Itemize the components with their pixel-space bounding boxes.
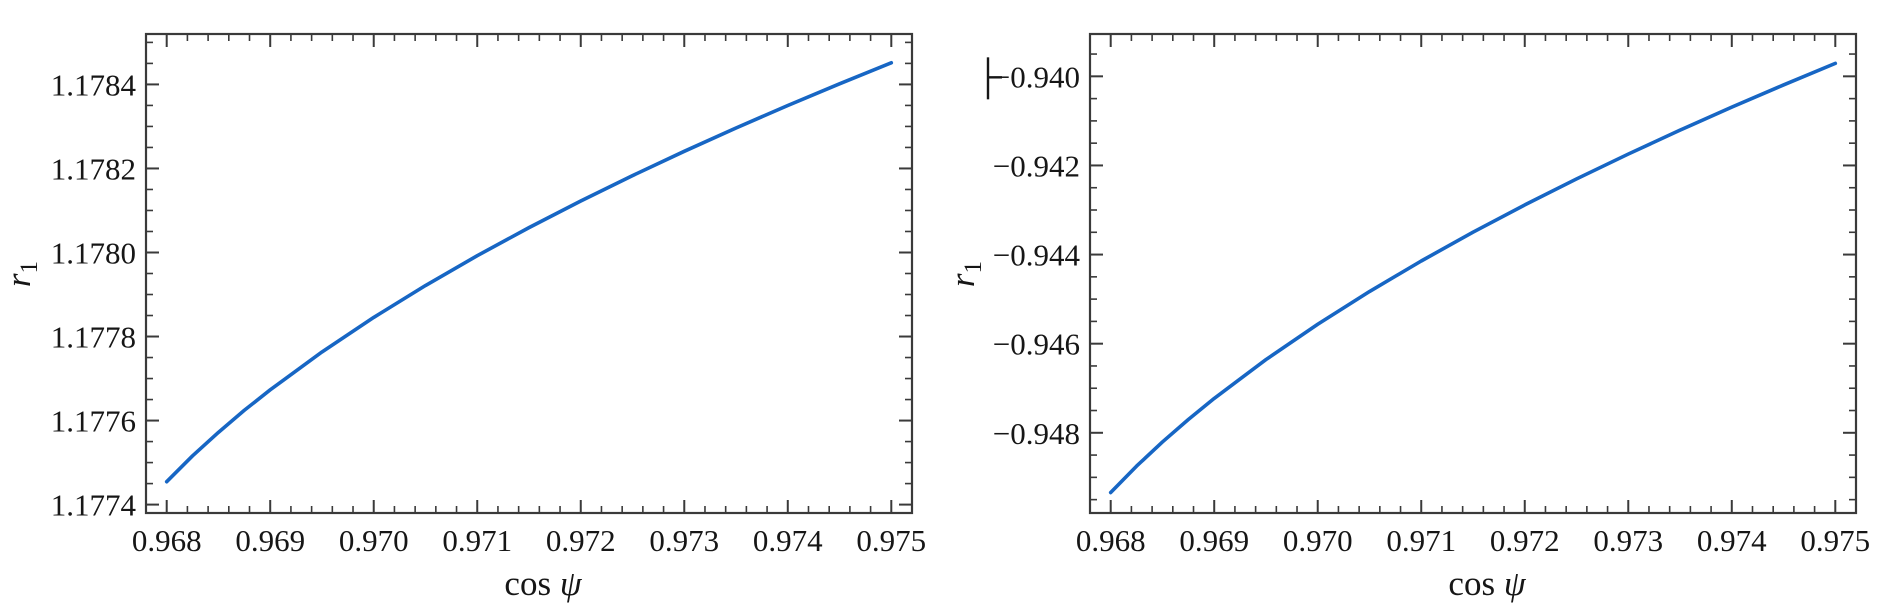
chart-left: 0.968 0.969 0.970 0.971 0.972 0.973 0.974 0.975… [0,32,926,603]
y-tick-label: 1.1784 [51,67,137,102]
x-tick-label: 0.968 [132,523,202,558]
x-axis-label-italic: ψ [560,564,583,603]
y-axis-label: r1 [944,261,987,287]
y-axis-label-italic: r [944,273,982,287]
y-tick-label: −0.944 [993,238,1081,273]
chart-panel-left: 0.968 0.969 0.970 0.971 0.972 0.973 0.974 0.975… [0,32,926,603]
y-axis-label-italic: r [0,273,38,287]
x-tick-label: 0.969 [235,523,305,558]
x-tick-label: 0.970 [339,523,409,558]
x-axis-label-roman: cos [1448,564,1503,603]
y-tick-label: −0.940 [993,59,1080,94]
x-axis-label-italic: ψ [1504,564,1527,603]
chart-panel-right: 0.968 0.969 0.970 0.971 0.972 0.973 0.974 0.975… [944,0,1888,606]
x-tick-label: 0.968 [1076,523,1146,558]
chart-right: 0.968 0.969 0.970 0.971 0.972 0.973 0.974 0.975… [944,32,1870,603]
data-curve [164,60,894,484]
y-tick-label: 1.1776 [51,404,136,439]
axes-group [1088,32,1858,515]
plot-frame [144,32,914,515]
y-tick-label: −0.948 [993,416,1080,451]
y-tick-label: −0.942 [993,148,1080,183]
y-axis-label: r1 [0,261,43,287]
y-tick-label: 1.1778 [51,320,136,355]
y-tick-label: 1.1780 [51,235,136,270]
y-tick-label: 1.1774 [51,488,137,523]
x-tick-label: 0.972 [1490,523,1560,558]
x-axis-label-roman: cos [504,564,559,603]
y-tick-label: 1.1782 [51,151,136,186]
x-tick-label: 0.970 [1283,523,1353,558]
x-tick-label: 0.971 [442,523,512,558]
y-tick-label: −0.946 [993,327,1080,362]
x-tick-label: 0.974 [753,523,823,558]
x-tick-label: 0.974 [1697,523,1767,558]
data-curve [1108,61,1838,495]
plot-frame [1088,32,1858,515]
x-tick-label: 0.969 [1179,523,1249,558]
x-axis-label: cos ψ [504,564,582,603]
x-tick-label: 0.973 [1593,523,1663,558]
x-tick-label: 0.975 [856,523,926,558]
x-tick-label: 0.971 [1386,523,1456,558]
y-axis-label-subscript: 1 [960,261,987,274]
stray-tick-artifact [986,57,1002,100]
axes-group [144,32,914,515]
x-tick-label: 0.973 [649,523,719,558]
x-tick-label: 0.972 [546,523,616,558]
x-tick-label: 0.975 [1800,523,1870,558]
y-axis-label-subscript: 1 [16,261,43,274]
x-axis-label: cos ψ [1448,564,1526,603]
